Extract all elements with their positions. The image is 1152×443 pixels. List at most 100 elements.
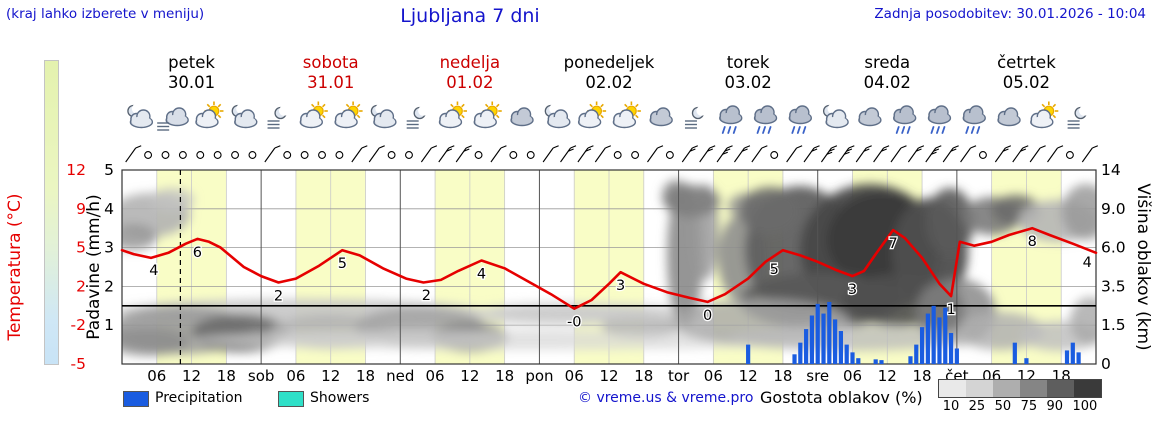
precipitation-axis-title: Padavine (mm/h) [84,194,104,339]
svg-text:-2: -2 [71,316,86,334]
svg-text:3: 3 [616,278,625,294]
cloud-density-scale: 10 25 50 75 90 100 [938,379,1102,414]
weather-icon-sun-cloud [334,101,363,129]
plot-border [121,169,1097,365]
svg-text:06: 06 [704,367,723,385]
svg-text:06: 06 [147,367,166,385]
svg-text:5: 5 [76,239,86,257]
cloud-density-scale-value: 10 [942,399,960,414]
svg-text:02.02: 02.02 [585,73,632,92]
svg-text:sob: sob [248,367,275,385]
cloud-density-scale-value: 25 [968,399,986,414]
svg-text:5: 5 [338,256,347,272]
weather-icon-sun-cloud [195,101,224,129]
svg-text:2: 2 [76,277,86,295]
svg-text:12: 12 [878,367,897,385]
svg-text:-5: -5 [71,355,86,373]
svg-text:30.01: 30.01 [168,73,215,92]
cloud-density-legend-label: Gostota oblakov (%) [760,388,923,407]
svg-text:18: 18 [356,367,375,385]
svg-text:3.5: 3.5 [1101,277,1126,295]
weather-icon-rain-cloud [788,105,813,134]
weather-icon-wind-cloud [157,107,189,131]
svg-text:9: 9 [76,200,86,218]
weather-icon-sun-cloud [299,101,328,129]
cloud-height-axis-title: Višina oblakov (km) [1133,183,1152,350]
svg-text:06: 06 [426,367,445,385]
cloud-density-seg [1020,380,1047,397]
svg-text:1: 1 [946,302,955,318]
svg-text:ned: ned [386,367,414,385]
svg-text:18: 18 [634,367,653,385]
credit-link[interactable]: © vreme.us & vreme.pro [578,390,754,406]
cloud-density-scale-value: 90 [1046,399,1064,414]
svg-text:sobota: sobota [303,53,359,72]
weather-icon-sun-cloud [473,101,502,129]
svg-text:2: 2 [104,277,114,295]
cloud-density-seg [966,380,993,397]
svg-text:12: 12 [66,161,86,179]
cloud-density-gradient [938,379,1102,398]
cloud-density-seg [1074,380,1101,397]
svg-text:4: 4 [104,200,114,218]
weather-icon-rain-cloud [892,105,917,134]
svg-text:4: 4 [149,263,158,279]
svg-text:3: 3 [848,282,857,298]
precipitation-bars [746,301,1081,364]
svg-text:petek: petek [168,53,215,72]
weather-icon-sun-cloud [577,101,607,129]
svg-text:14: 14 [1101,161,1121,179]
svg-text:03.02: 03.02 [725,73,772,92]
weather-icon-moon-cloud [370,103,397,129]
svg-text:sreda: sreda [864,53,910,72]
weather-icon-cloud [997,107,1021,127]
weather-icon-cloud [858,107,882,127]
cloud-density-seg [993,380,1020,397]
svg-text:31.01: 31.01 [307,73,354,92]
svg-text:tor: tor [668,367,690,385]
svg-text:06: 06 [565,367,584,385]
precipitation-legend-label: Precipitation [155,390,243,406]
svg-text:ponedeljek: ponedeljek [564,53,655,72]
wind-symbols-row [125,145,1099,163]
precipitation-swatch [123,391,149,407]
svg-text:18: 18 [773,367,792,385]
temperature-colorbar [44,60,59,365]
weather-icon-rain-cloud [719,105,743,134]
svg-text:sre: sre [806,367,829,385]
weather-icon-moon-wind [406,105,429,129]
weather-icon-moon-cloud [822,103,849,129]
svg-text:5: 5 [770,262,779,278]
svg-text:2: 2 [274,289,283,305]
weather-icon-rain-cloud [753,105,778,134]
last-update-label: Zadnja posodobitev: 30.01.2026 - 10:04 [874,6,1146,22]
svg-text:12: 12 [739,367,758,385]
weather-icon-sun-cloud [1030,101,1059,129]
svg-text:pon: pon [525,367,553,385]
svg-text:12: 12 [599,367,618,385]
weather-icon-sun-cloud [612,101,641,129]
cloud-density-scale-value: 75 [1020,399,1038,414]
svg-text:18: 18 [913,367,932,385]
weather-icon-cloud [649,107,673,127]
cloud-density-scale-value: 50 [994,399,1012,414]
svg-text:0: 0 [703,308,712,324]
svg-text:06: 06 [843,367,862,385]
svg-text:6.0: 6.0 [1101,239,1126,257]
svg-text:5: 5 [104,161,114,179]
svg-text:0: 0 [1101,355,1111,373]
svg-text:7: 7 [888,236,897,252]
svg-text:12: 12 [321,367,340,385]
svg-text:06: 06 [286,367,305,385]
svg-text:01.02: 01.02 [446,73,493,92]
temperature-curve [120,226,1098,311]
svg-text:4: 4 [1083,255,1092,271]
weather-icon-moon-wind [267,105,289,129]
svg-text:2: 2 [422,288,431,304]
weather-icon-moon-wind [1067,105,1090,129]
svg-text:05.02: 05.02 [1003,73,1050,92]
